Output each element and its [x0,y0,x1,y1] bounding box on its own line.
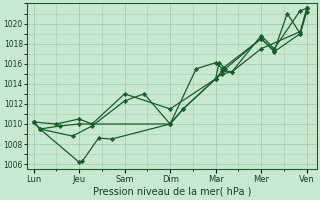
X-axis label: Pression niveau de la mer( hPa ): Pression niveau de la mer( hPa ) [92,187,251,197]
